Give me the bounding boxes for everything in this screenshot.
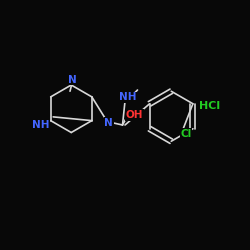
Text: NH: NH: [32, 120, 50, 130]
Text: OH: OH: [126, 110, 143, 120]
Text: N: N: [104, 118, 113, 128]
Text: NH: NH: [119, 92, 136, 102]
Text: HCl: HCl: [200, 101, 220, 111]
Text: N: N: [68, 74, 77, 85]
Text: Cl: Cl: [180, 129, 192, 139]
